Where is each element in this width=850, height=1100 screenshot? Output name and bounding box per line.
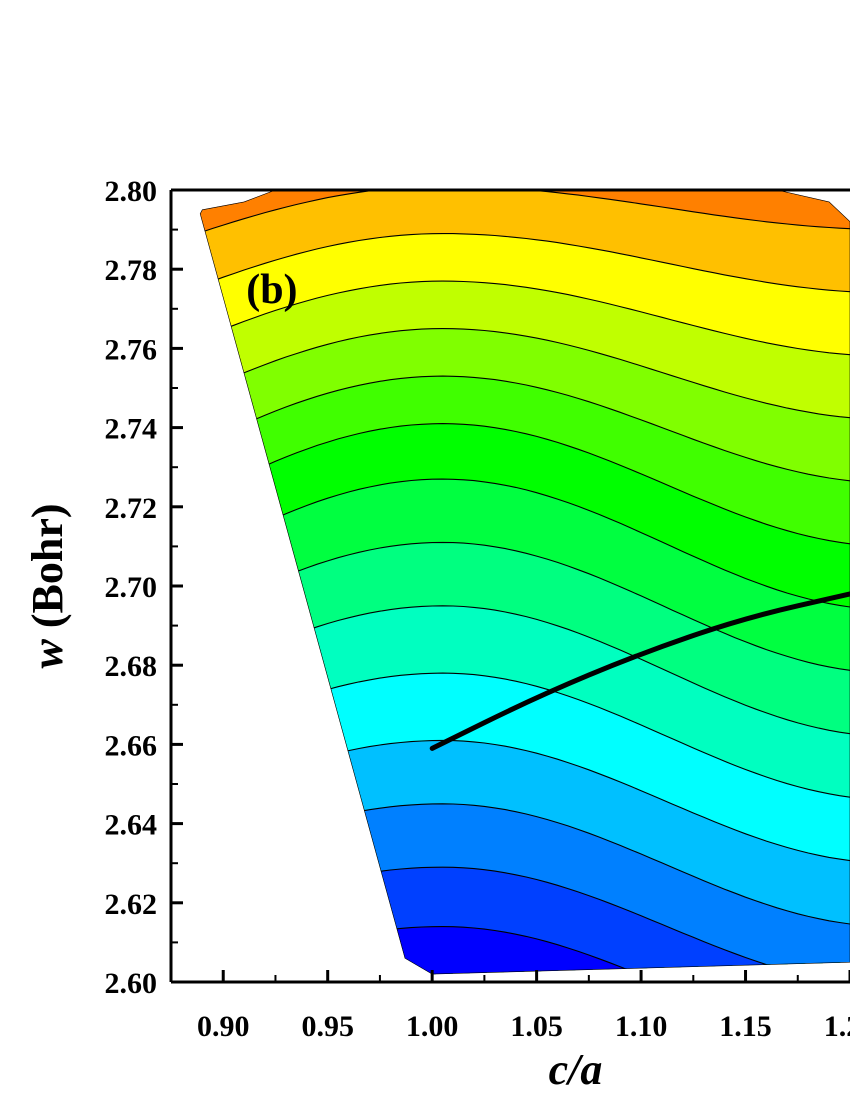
y-tick-label: 2.74	[105, 413, 158, 446]
y-tick-label: 2.60	[105, 967, 158, 1000]
y-tick-label: 2.72	[105, 492, 158, 525]
x-tick-label: 0.90	[197, 1010, 250, 1043]
y-axis-title-unit: (Bohr)	[23, 503, 72, 639]
x-tick-label: 1.05	[510, 1010, 563, 1043]
y-tick-label: 2.70	[105, 571, 158, 604]
x-tick-label: 1.15	[719, 1010, 772, 1043]
x-tick-label: 1.00	[406, 1010, 459, 1043]
y-tick-label: 2.66	[105, 729, 158, 762]
y-axis-title: w (Bohr)	[23, 503, 72, 668]
contour-line-9	[200, 375, 850, 484]
y-tick-label: 2.76	[105, 333, 158, 366]
y-tick-label: 2.80	[105, 175, 158, 208]
y-tick-label: 2.78	[105, 254, 158, 287]
axes: 2.60 2.62 2.64 2.66 2.68 2.70 2.72 2.74 2.76 2.78…	[105, 175, 850, 1043]
x-tick-label: 0.95	[301, 1010, 354, 1043]
x-axis-title: c/a	[549, 1045, 603, 1094]
domain-outline	[199, 190, 850, 975]
contour-line-12	[200, 233, 850, 310]
contour-line-13	[200, 190, 850, 254]
contour-line-11	[200, 280, 850, 365]
path-curve	[429, 591, 850, 751]
panel-label: (b)	[246, 267, 297, 313]
y-tick-label: 2.64	[105, 809, 158, 842]
y-axis-title-symbol: w	[23, 639, 72, 669]
x-tick-label: 1.20	[824, 1010, 850, 1043]
y-tick-label: 2.62	[105, 888, 158, 921]
contour-line-15	[140, 91, 850, 143]
contour-line-10	[200, 328, 850, 421]
x-tick-label: 1.10	[615, 1010, 668, 1043]
contour-line-16	[140, 40, 850, 88]
y-tick-label: 2.68	[105, 650, 158, 683]
